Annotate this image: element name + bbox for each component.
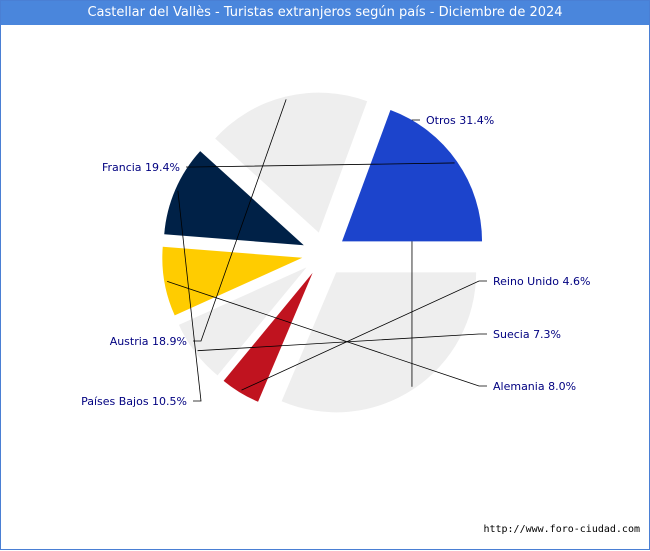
slice-label-otros: Otros 31.4% <box>426 114 494 127</box>
pie-slice-alemania <box>162 246 303 316</box>
leader-line-francia <box>186 162 455 168</box>
slice-label-alemania: Alemania 8.0% <box>493 380 576 393</box>
pie-slice-francia <box>342 110 483 242</box>
leader-line-reino-unido <box>241 280 487 391</box>
leader-line-suecia <box>197 333 487 352</box>
pie-slice-otros <box>281 272 477 413</box>
slice-label-reino-unido: Reino Unido 4.6% <box>493 275 590 288</box>
slice-label-suecia: Suecia 7.3% <box>493 328 561 341</box>
leader-line-austria <box>193 99 287 342</box>
leader-line-paises-bajos <box>177 190 202 402</box>
slice-label-paises-bajos: Países Bajos 10.5% <box>81 395 187 408</box>
slice-label-austria: Austria 18.9% <box>110 335 187 348</box>
leader-line-alemania <box>167 280 487 387</box>
pie-slice-paises-bajos <box>164 151 304 246</box>
leader-line-otros <box>411 119 420 387</box>
chart-title: Castellar del Vallès - Turistas extranje… <box>1 1 649 25</box>
pie-slice-suecia <box>178 267 307 376</box>
pie-slice-austria <box>215 92 368 233</box>
slice-label-francia: Francia 19.4% <box>102 161 180 174</box>
source-url: http://www.foro-ciudad.com <box>483 524 640 535</box>
pie-slice-reino-unido <box>223 272 313 402</box>
